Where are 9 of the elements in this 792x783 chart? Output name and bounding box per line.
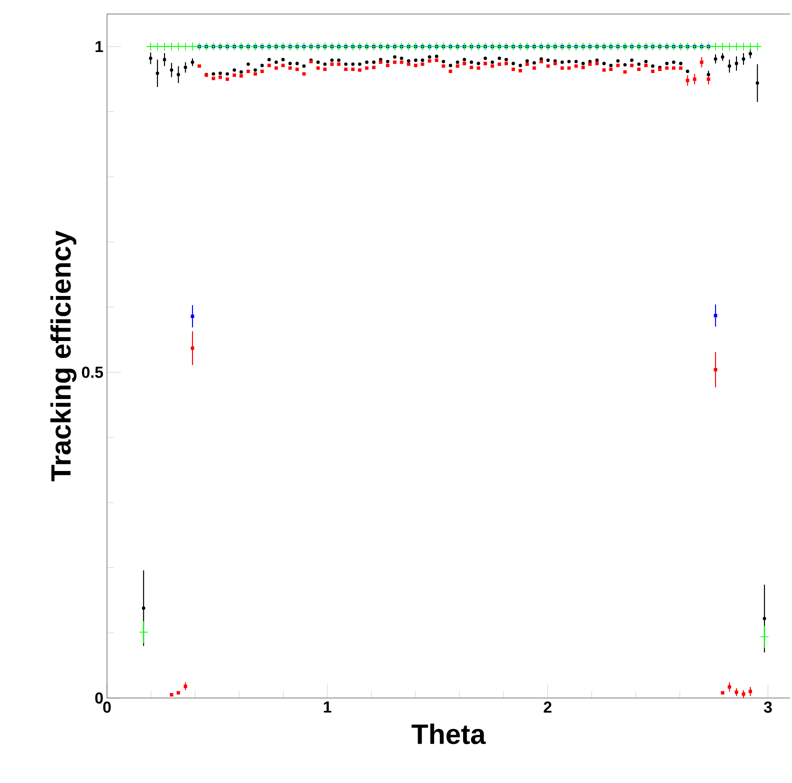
y-tick-label: 0.5	[82, 366, 104, 378]
x-tick-label: 2	[544, 702, 552, 713]
y-tick-label: 1	[96, 41, 104, 52]
x-axis-title: Theta	[412, 724, 486, 744]
x-tick-label: 3	[764, 702, 772, 713]
y-tick-label: 0	[95, 692, 103, 704]
x-tick-label: 0	[103, 702, 111, 713]
y-axis-title: Tracking efficiency	[50, 230, 76, 482]
x-tick-label: 1	[324, 702, 332, 712]
